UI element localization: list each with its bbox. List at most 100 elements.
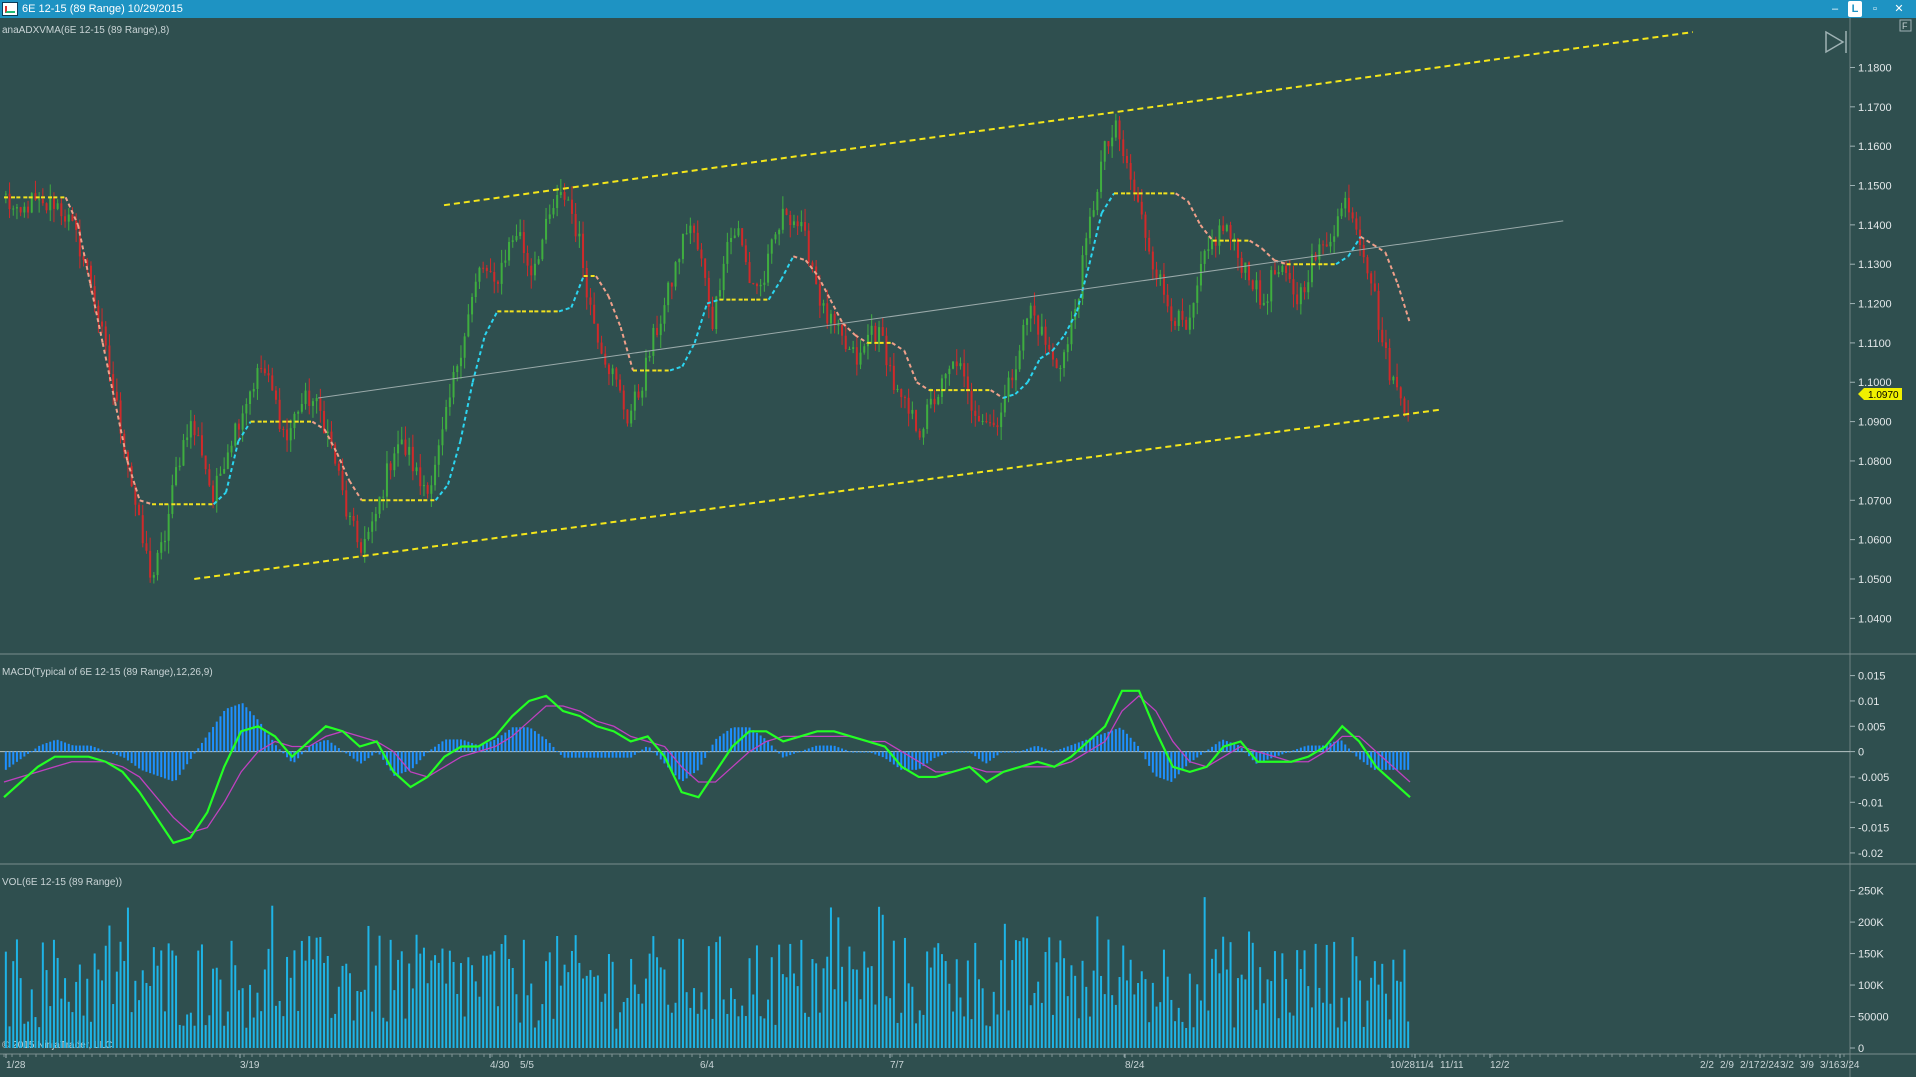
adxvma-segment: [570, 275, 585, 308]
volume-bar: [1203, 897, 1206, 1048]
price-panel[interactable]: [4, 31, 1693, 584]
volume-bar: [496, 1006, 499, 1048]
volume-bar: [929, 967, 932, 1048]
down-candle-body: [785, 208, 788, 215]
volume-bar: [648, 953, 651, 1048]
volume-bar: [685, 992, 688, 1048]
volume-bar: [482, 955, 485, 1048]
up-candle-body: [1307, 282, 1310, 293]
minimize-button[interactable]: –: [1831, 3, 1839, 15]
volume-bar: [1111, 995, 1114, 1048]
adxvma-segment: [237, 421, 252, 442]
up-candle-body: [870, 325, 873, 335]
volume-bar: [1244, 979, 1247, 1048]
volume-bar: [700, 992, 703, 1048]
panel-badge[interactable]: F: [1899, 19, 1912, 32]
up-candle-body: [230, 445, 233, 453]
volume-bar: [348, 973, 351, 1048]
up-candle-body: [1014, 369, 1017, 381]
volume-bar: [1403, 949, 1406, 1048]
macd-histogram-bar: [911, 751, 914, 770]
down-candle-body: [818, 284, 821, 306]
up-candle-body: [630, 410, 633, 424]
macd-histogram-bar: [818, 745, 821, 752]
up-candle-body: [1218, 225, 1221, 246]
macd-histogram-bar: [138, 751, 141, 769]
macd-histogram-bar: [1262, 751, 1265, 761]
macd-histogram-bar: [1077, 742, 1080, 752]
volume-bar: [1340, 997, 1343, 1048]
macd-histogram-bar: [134, 751, 137, 766]
up-candle-body: [1188, 317, 1191, 330]
chart-app-icon[interactable]: [2, 2, 18, 16]
macd-histogram-bar: [781, 751, 784, 758]
down-candle-body: [274, 390, 277, 400]
volume-bar: [93, 953, 96, 1048]
macd-histogram-bar: [1285, 751, 1288, 753]
up-candle-body: [548, 214, 551, 219]
macd-histogram-bar: [45, 743, 48, 752]
down-candle-body: [607, 364, 610, 375]
adxvma-segment: [1014, 381, 1029, 395]
macd-histogram-bar: [115, 751, 118, 756]
adxvma-segment: [484, 310, 499, 336]
price-tick-label: 1.1200: [1858, 299, 1892, 311]
macd-histogram-bar: [870, 751, 873, 754]
price-tick-label: 1.1100: [1858, 338, 1891, 350]
volume-bar: [874, 1004, 877, 1048]
volume-bar: [1392, 959, 1395, 1048]
macd-histogram-bar: [811, 747, 814, 752]
macd-histogram-bar: [622, 751, 625, 758]
macd-histogram-bar: [19, 751, 22, 760]
restore-button[interactable]: ▫: [1873, 3, 1877, 15]
macd-histogram-bar: [644, 746, 647, 752]
chart-area[interactable]: anaADXVMA(6E 12-15 (89 Range),8) MACD(Ty…: [0, 18, 1916, 1077]
down-candle-body: [112, 374, 115, 392]
price-tick-label: 1.1800: [1858, 62, 1892, 74]
down-candle-body: [900, 388, 903, 398]
down-candle-body: [1222, 225, 1225, 231]
up-candle-body: [378, 496, 381, 514]
up-candle-body: [382, 496, 385, 498]
macd-histogram-bar: [948, 751, 951, 753]
svg-text:1.0970: 1.0970: [1868, 390, 1899, 401]
down-candle-body: [193, 421, 196, 436]
up-candle-body: [252, 388, 255, 392]
close-button[interactable]: ✕: [1894, 3, 1904, 15]
down-candle-body: [1377, 290, 1380, 330]
macd-histogram-bar: [1000, 751, 1003, 753]
time-axis-label: 3/24: [1840, 1060, 1860, 1071]
macd-panel[interactable]: [0, 689, 1850, 845]
macd-histogram-bar: [1155, 751, 1158, 777]
up-candle-body: [922, 429, 925, 438]
volume-bar: [75, 981, 78, 1048]
volume-bar: [1077, 1018, 1080, 1048]
volume-bar: [200, 944, 203, 1048]
volume-panel[interactable]: [4, 897, 1410, 1048]
down-candle-body: [670, 282, 673, 287]
chart-svg[interactable]: anaADXVMA(6E 12-15 (89 Range),8) MACD(Ty…: [0, 18, 1916, 1077]
macd-histogram-bar: [533, 731, 536, 752]
volume-bar: [1022, 937, 1025, 1048]
macd-histogram-bar: [1122, 729, 1125, 752]
up-candle-body: [763, 282, 766, 285]
time-axis-label: 3/16: [1820, 1060, 1840, 1071]
volume-bar: [1266, 979, 1269, 1048]
volume-bar: [208, 1015, 211, 1048]
up-candle-body: [241, 413, 244, 430]
volume-bar: [156, 965, 159, 1048]
adxvma-segment: [212, 491, 227, 505]
up-candle-body: [726, 242, 729, 264]
scroll-to-end-icon[interactable]: [1825, 30, 1847, 54]
lock-button[interactable]: L: [1848, 1, 1862, 17]
volume-bar: [892, 940, 895, 1048]
volume-bar: [615, 1028, 618, 1048]
volume-bar: [622, 1001, 625, 1048]
volume-bar: [326, 955, 329, 1048]
macd-tick-label: 0.015: [1858, 671, 1886, 683]
macd-histogram-bar: [175, 751, 178, 781]
macd-histogram-bar: [411, 751, 414, 769]
volume-bar: [1040, 1002, 1043, 1048]
macd-histogram-bar: [1355, 751, 1358, 757]
svg-text:F: F: [1902, 21, 1908, 31]
